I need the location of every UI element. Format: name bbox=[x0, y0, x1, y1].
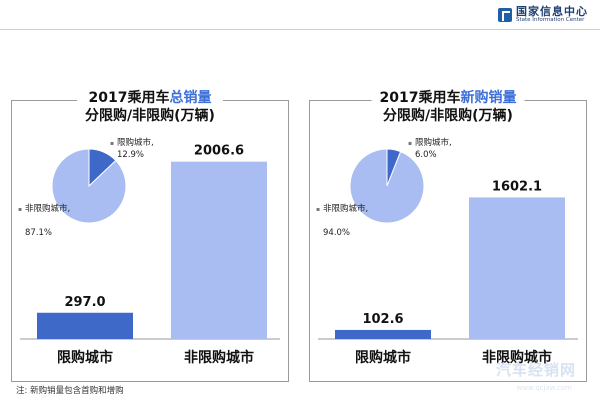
pie-label: 非限购城市, bbox=[323, 203, 368, 214]
panel-total-sales: 2017乘用车总销量 分限购/非限购(万辆) 297.0 限购城市 2006.6 非限… bbox=[11, 87, 289, 382]
panel-title-highlight: 总销量 bbox=[169, 90, 212, 106]
panel-title: 2017乘用车总销量 分限购/非限购(万辆) bbox=[77, 87, 223, 127]
pie-label-bullet: ▪ bbox=[18, 206, 22, 213]
panel-title: 2017乘用车新购销量 分限购/非限购(万辆) bbox=[371, 87, 525, 127]
pie-slice bbox=[51, 148, 127, 224]
pie-label: 限购城市, bbox=[415, 137, 452, 148]
bar-value-label: 297.0 bbox=[64, 295, 105, 310]
pie-label-percent: 94.0% bbox=[323, 228, 350, 238]
bar-value-label: 2006.6 bbox=[194, 144, 244, 159]
bar-value-label: 102.6 bbox=[362, 312, 403, 327]
bar-value-label: 1602.1 bbox=[492, 179, 542, 194]
x-tick-label: 限购城市 bbox=[355, 349, 411, 366]
pie-slice bbox=[349, 148, 425, 224]
pie-label: 限购城市, bbox=[117, 137, 154, 148]
panel-subtitle: 分限购/非限购(万辆) bbox=[85, 108, 215, 124]
bar bbox=[469, 197, 565, 339]
pie-label-percent: 6.0% bbox=[415, 150, 437, 160]
panel-title-highlight: 新购销量 bbox=[460, 90, 517, 106]
state-information-center-logo: 国家信息中心 State Information Center bbox=[498, 6, 588, 24]
x-tick-label: 非限购城市 bbox=[482, 349, 552, 366]
bar bbox=[37, 312, 133, 339]
pie-label-percent: 87.1% bbox=[25, 228, 52, 238]
footnote: 注: 新购销量包含首购和增购 bbox=[16, 386, 124, 396]
pie-label-bullet: ▪ bbox=[110, 140, 114, 147]
watermark: 汽车经销网 bbox=[495, 361, 576, 379]
logo-name-cn: 国家信息中心 bbox=[516, 5, 588, 18]
panel-subtitle: 分限购/非限购(万辆) bbox=[383, 108, 513, 124]
x-tick-label: 限购城市 bbox=[57, 349, 113, 366]
pie-label-percent: 12.9% bbox=[117, 150, 144, 160]
logo-icon bbox=[498, 7, 512, 22]
x-tick-label: 非限购城市 bbox=[184, 349, 254, 366]
pie-label-bullet: ▪ bbox=[408, 140, 412, 147]
watermark-url: www.qcjxw.com bbox=[516, 384, 572, 392]
bar bbox=[335, 329, 431, 339]
logo-name-en: State Information Center bbox=[516, 17, 585, 23]
panel-title-prefix: 2017乘用车 bbox=[88, 90, 170, 106]
pie-label-bullet: ▪ bbox=[316, 206, 320, 213]
panel-title-prefix: 2017乘用车 bbox=[379, 90, 461, 106]
panel-new-purchase-sales: 2017乘用车新购销量 分限购/非限购(万辆) 102.6 限购城市 1602.1 非… bbox=[309, 87, 587, 382]
bar bbox=[171, 161, 267, 339]
header-divider bbox=[0, 29, 600, 30]
pie-label: 非限购城市, bbox=[25, 203, 70, 214]
